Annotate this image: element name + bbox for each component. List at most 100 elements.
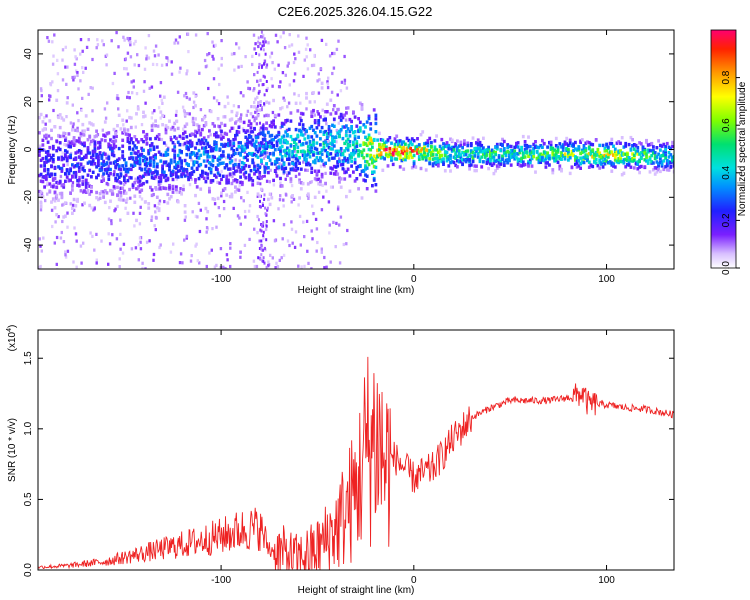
spectrogram-cell — [502, 139, 506, 144]
spectrogram-cell — [330, 90, 334, 94]
spectrogram-cell — [310, 112, 313, 116]
spectrogram-cell — [206, 155, 210, 159]
spectrogram-cell — [102, 172, 105, 176]
spectrogram-cell — [476, 138, 480, 142]
spectrogram-cell — [299, 111, 303, 116]
spectrogram-cell — [594, 161, 598, 165]
spectrogram-cell — [135, 138, 138, 142]
spectrogram-cell — [237, 165, 241, 169]
spectrogram-cell — [293, 245, 297, 249]
spectrogram-cell — [286, 141, 289, 145]
spectrogram-cell — [176, 161, 180, 165]
spectrogram-cell — [227, 138, 230, 142]
spectrogram-cell — [659, 154, 662, 158]
spectrogram-cell — [233, 52, 236, 56]
spectrogram-cell — [162, 95, 166, 99]
spectrogram-cell — [570, 165, 574, 169]
spectrogram-cell — [242, 199, 245, 203]
spectrogram-cell — [263, 165, 267, 170]
spectrogram-cell — [313, 53, 316, 58]
spectrogram-cell — [142, 181, 145, 186]
spectrogram-cell — [270, 120, 274, 124]
spectrogram-cell — [353, 115, 357, 119]
spectrogram-cell — [268, 180, 271, 184]
spectrogram-cell — [634, 149, 638, 154]
spectrogram-cell — [438, 153, 442, 158]
spectrogram-cell — [254, 110, 257, 114]
spectrogram-cell — [208, 166, 211, 171]
spectrogram-cell — [391, 151, 395, 156]
spectrogram-cell — [362, 142, 366, 146]
spectrogram-cell — [336, 131, 340, 135]
spectrogram-cell — [398, 156, 402, 161]
spectrogram-cell — [364, 125, 367, 129]
spectrogram-cell — [327, 125, 331, 129]
spectrogram-cell — [151, 111, 154, 115]
spectrogram-cell — [267, 197, 270, 202]
spectrogram-cell — [38, 116, 41, 120]
spectrogram-cell — [199, 108, 203, 112]
spectrogram-cell — [346, 127, 350, 131]
spectrogram-cell — [509, 149, 513, 153]
spectrogram-cell — [445, 150, 449, 155]
spectrogram-cell — [457, 154, 461, 159]
spectrogram-cell — [190, 166, 194, 170]
spectrogram-cell — [293, 154, 296, 158]
spectrogram-cell — [253, 100, 256, 105]
spectrogram-cell — [65, 150, 69, 154]
spectrogram-cell — [560, 153, 563, 157]
spectrogram-cell — [655, 166, 659, 170]
spectrogram-cell — [374, 130, 378, 134]
spectrogram-cell — [275, 174, 279, 178]
spectrogram-cell — [632, 158, 636, 162]
spectrogram-cell — [338, 134, 341, 139]
spectrogram-cell — [350, 127, 353, 132]
spectrogram-cell — [230, 117, 234, 121]
spectrogram-cell — [159, 116, 162, 120]
spectrogram-cell — [126, 170, 130, 174]
spectrogram-cell — [476, 147, 480, 151]
spectrogram-cell — [487, 145, 490, 150]
spectrogram-cell — [303, 157, 307, 162]
spectrogram-cell — [267, 260, 270, 264]
spectrogram-cell — [310, 135, 314, 139]
spectrogram-cell — [296, 145, 300, 150]
spectrogram-cell — [650, 149, 654, 153]
spectrogram-cell — [280, 135, 284, 139]
spectrogram-cell — [119, 190, 123, 195]
spectrogram-cell — [297, 264, 300, 268]
spectrogram-cell — [128, 37, 132, 41]
spectrogram-cell — [357, 187, 360, 191]
spectrogram-cell — [263, 167, 267, 172]
spectrogram-cell — [144, 267, 147, 269]
spectrogram-cell — [433, 147, 437, 151]
spectrogram-cell — [258, 128, 261, 132]
spectrogram-cell — [313, 113, 317, 117]
spectrogram-cell — [265, 146, 268, 150]
spectrogram-cell — [227, 101, 230, 105]
spectrogram-cell — [297, 50, 301, 54]
spectrogram-cell — [239, 222, 242, 226]
spectrogram-cell — [48, 94, 51, 98]
spectrogram-cell — [237, 105, 240, 109]
spectrogram-cell — [520, 156, 523, 161]
spectrogram-cell — [57, 156, 60, 160]
spectrogram-cell — [143, 67, 147, 71]
spectrogram-cell — [316, 240, 319, 245]
spectrogram-cell — [263, 146, 267, 150]
spectrogram-cell — [337, 39, 340, 43]
spectrogram-cell — [272, 98, 275, 103]
spectrogram-cell — [423, 145, 426, 149]
spectrogram-cell — [40, 89, 43, 93]
spectrogram-cell — [52, 108, 55, 113]
spectrogram-cell — [176, 153, 180, 158]
spectrogram-cell — [283, 46, 287, 50]
spectrogram-cell — [282, 96, 285, 100]
spectrogram-cell — [281, 106, 284, 110]
spectrogram-cell — [169, 135, 172, 140]
spectrogram-cell — [257, 256, 260, 260]
spectrogram-cell — [284, 138, 288, 143]
spectrogram-cell — [71, 188, 74, 192]
spectrogram-cell — [260, 239, 263, 243]
spectrogram-cell — [154, 119, 157, 123]
